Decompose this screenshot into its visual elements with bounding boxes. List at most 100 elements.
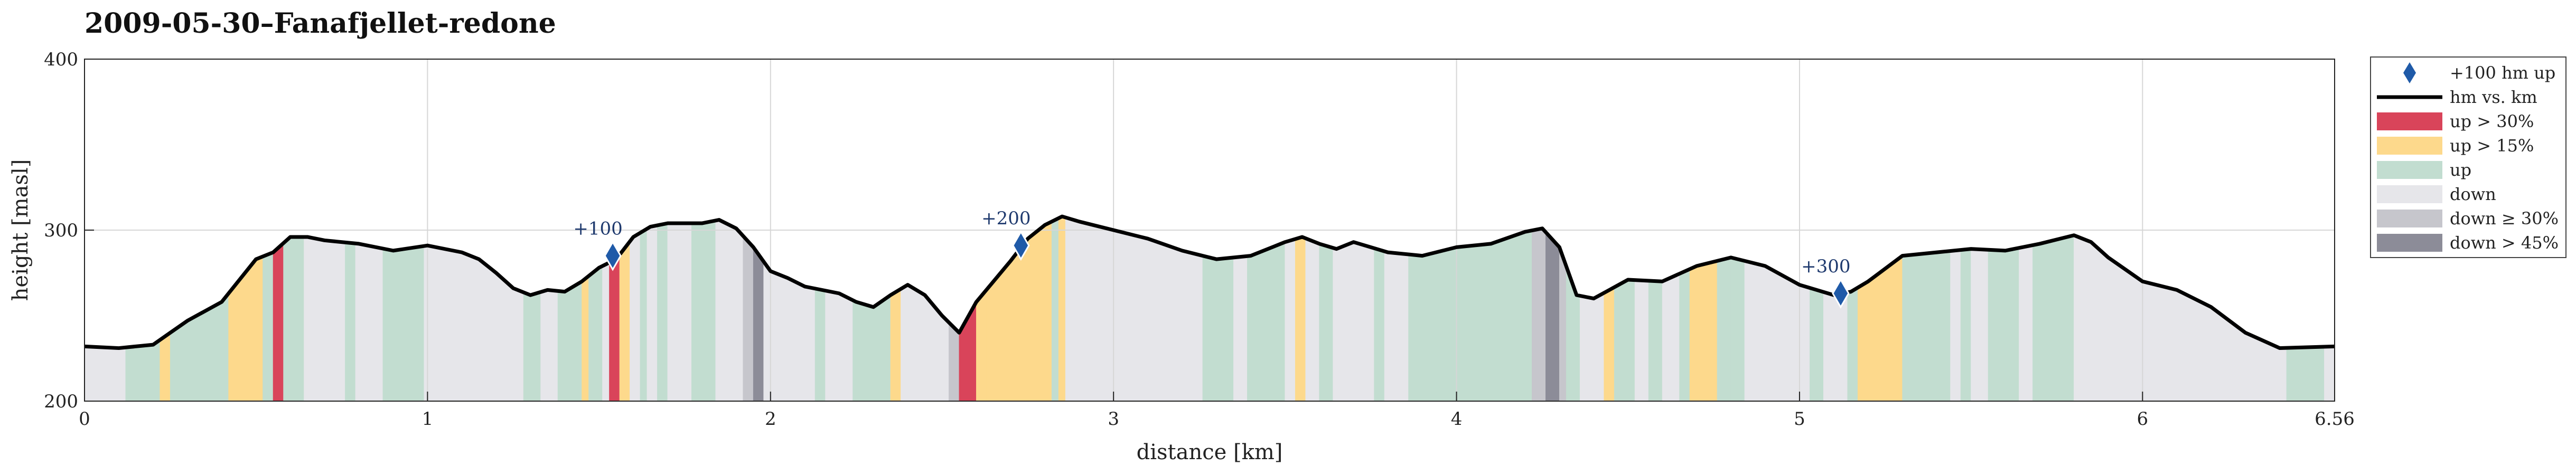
segment-down30 (1532, 228, 1546, 402)
segment-up (2286, 346, 2325, 402)
x-tick-label: 5 (1794, 408, 1805, 430)
segment-down (1634, 280, 1649, 402)
segment-up (283, 236, 305, 402)
segment-down (647, 225, 658, 402)
legend-swatch-up15 (2377, 137, 2442, 155)
legend-label: down ≥ 30% (2450, 208, 2559, 229)
segment-up (263, 252, 274, 402)
segment-up15 (976, 289, 987, 402)
segment-up15 (228, 256, 264, 402)
segment-down30 (1559, 247, 1567, 402)
profile-line (84, 214, 2335, 350)
segment-up (382, 245, 425, 402)
legend-label: down > 45% (2450, 233, 2559, 253)
segment-down (1333, 242, 1375, 402)
segment-up15 (1295, 236, 1306, 402)
segment-down (1285, 239, 1296, 402)
climb-marker (1832, 278, 1850, 309)
legend-label: up > 15% (2450, 136, 2534, 156)
segment-up (1847, 287, 1858, 402)
segment-up15 (160, 332, 171, 402)
y-tick-label: 300 (44, 220, 78, 241)
segment-down30 (743, 235, 754, 402)
segment-up (588, 265, 603, 402)
segment-up15 (890, 288, 901, 402)
segment-up (1247, 242, 1286, 402)
segment-down (1305, 238, 1320, 402)
segment-up (1202, 255, 1234, 402)
y-axis-label: height [masl] (8, 159, 33, 301)
segment-up (1374, 248, 1385, 402)
segment-up (125, 339, 161, 402)
axis-ticks: 0 1 2 3 4 5 6 6.56 200 300 400 (44, 49, 2355, 430)
segment-up (1319, 243, 1334, 402)
segment-down (1065, 217, 1203, 402)
segment-down45 (1545, 231, 1560, 402)
segment-down (1233, 255, 1248, 402)
segment-up (345, 242, 356, 402)
segment-down (84, 346, 126, 402)
y-tick-label: 200 (44, 391, 78, 412)
segment-up (1614, 279, 1635, 402)
legend-swatch-down30 (2377, 210, 2442, 227)
segment-down30 (949, 321, 960, 402)
segment-down45 (753, 246, 764, 402)
x-tick-label: 6.56 (2315, 408, 2355, 430)
segment-down (540, 289, 558, 402)
x-tick-label: 2 (765, 408, 776, 430)
segment-up (2032, 235, 2074, 402)
segment-up30 (273, 242, 284, 402)
legend-label: up (2450, 160, 2471, 180)
legend-swatch-up30 (2377, 112, 2442, 130)
segment-up (853, 294, 891, 402)
segment-up (1810, 287, 1824, 402)
segment-up15 (619, 241, 630, 402)
segment-down (304, 236, 345, 402)
segment-up15 (1604, 287, 1615, 402)
climb-marker (604, 240, 622, 271)
segment-up15 (582, 276, 589, 402)
segment-down (355, 243, 383, 402)
x-axis-label: distance [km] (1137, 440, 1283, 464)
gradient-segments (84, 216, 2335, 402)
legend-swatch-up (2377, 161, 2442, 179)
legend-label: up > 30% (2450, 111, 2534, 131)
segment-down (825, 290, 854, 402)
segment-down (1384, 251, 1409, 402)
segment-up (1648, 280, 1663, 402)
segment-up (814, 288, 826, 402)
segment-up (170, 292, 229, 402)
segment-up (1988, 248, 2019, 402)
segment-up (1051, 217, 1059, 402)
segment-down (763, 261, 816, 402)
climb-marker-label: +300 (1801, 256, 1850, 277)
segment-up (1902, 251, 1951, 402)
segment-down (2324, 346, 2335, 402)
segment-up15 (1703, 260, 1718, 402)
segment-down (602, 262, 610, 402)
segment-down (2074, 235, 2287, 402)
x-tick-label: 3 (1108, 408, 1119, 430)
segment-up15 (1857, 255, 1903, 402)
segment-down (630, 232, 641, 402)
segment-down (424, 245, 524, 402)
climb-markers: +100 +200 +300 (573, 208, 1851, 309)
segment-down (1662, 273, 1680, 402)
legend-label: hm vs. km (2450, 87, 2537, 107)
segment-up15 (1058, 216, 1066, 402)
climb-marker-label: +200 (981, 208, 1031, 229)
segment-up15 (1689, 264, 1704, 402)
x-tick-label: 6 (2137, 408, 2149, 430)
chart-title: 2009-05-30–Fanafjellet-redone (85, 7, 556, 40)
legend: +100 hm up hm vs. km up > 30% up > 15% up dow… (2370, 56, 2566, 258)
x-tick-label: 4 (1451, 408, 1463, 430)
segment-up (1960, 249, 1972, 402)
segment-up (691, 220, 716, 402)
segment-down (1971, 249, 1989, 402)
segment-up (1730, 257, 1745, 402)
segment-up (1717, 257, 1731, 402)
grid-lines (85, 59, 2335, 401)
climb-marker-label: +100 (573, 218, 622, 240)
segment-up30 (609, 254, 620, 402)
